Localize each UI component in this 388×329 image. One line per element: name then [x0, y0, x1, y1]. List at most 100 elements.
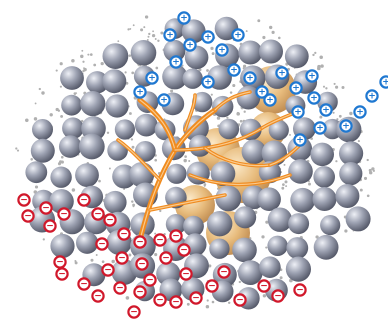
- surface-dot: [335, 85, 339, 89]
- surface-dot: [55, 107, 59, 112]
- surface-dot: [245, 30, 248, 33]
- negative-ion: −: [159, 251, 173, 265]
- metal-atom: [182, 68, 203, 89]
- surface-dot: [239, 119, 243, 123]
- metal-atom: [257, 187, 281, 211]
- metal-atom: [188, 134, 211, 157]
- metal-atom: [290, 187, 316, 213]
- positive-ion: +: [169, 55, 183, 69]
- negative-ion: −: [43, 219, 57, 233]
- negative-ion-glyph: −: [60, 209, 68, 219]
- metal-atom: [267, 235, 288, 256]
- dendrite-highlight: [214, 91, 251, 111]
- surface-dot: [127, 28, 130, 31]
- negative-ion-glyph: −: [172, 297, 180, 307]
- surface-dot: [55, 69, 58, 72]
- negative-ion-ring: [233, 293, 247, 307]
- negative-ion-ring: [169, 295, 183, 309]
- negative-ion: −: [153, 233, 167, 247]
- surface-dot: [211, 300, 215, 304]
- surface-dot: [34, 102, 37, 105]
- negative-ion: −: [95, 237, 109, 251]
- surface-dot: [61, 155, 64, 159]
- negative-ion: −: [135, 257, 149, 271]
- negative-ion-glyph: −: [156, 295, 164, 305]
- surface-dot: [206, 69, 209, 72]
- metal-atom: [209, 238, 230, 259]
- surface-dot: [59, 85, 62, 88]
- positive-ion-ring: [291, 105, 305, 119]
- dendrite-highlight: [139, 99, 176, 151]
- surface-dot: [371, 167, 375, 171]
- surface-dot: [322, 85, 326, 88]
- positive-ion-glyph: +: [266, 95, 274, 105]
- surface-dot: [81, 49, 84, 52]
- surface-dot: [333, 82, 336, 85]
- surface-dot: [128, 54, 132, 57]
- surface-dot: [130, 138, 134, 141]
- positive-ion-ring: [293, 133, 307, 147]
- surface-dot: [106, 131, 110, 134]
- surface-dot: [146, 39, 149, 41]
- surface-dot: [154, 253, 158, 257]
- negative-ion-glyph: −: [146, 275, 154, 285]
- positive-ion-glyph: +: [368, 91, 376, 101]
- surface-dot: [148, 32, 151, 36]
- positive-ion: +: [145, 71, 159, 85]
- surface-dot: [49, 113, 53, 117]
- negative-ion-glyph: −: [162, 253, 170, 263]
- metal-atom: [80, 91, 106, 117]
- negative-ion: −: [57, 207, 71, 221]
- negative-ion-glyph: −: [136, 237, 144, 247]
- positive-ion-ring: [231, 28, 245, 42]
- surface-dot: [269, 25, 273, 30]
- dendrite-highlight: [174, 127, 263, 151]
- positive-ion-ring: [313, 121, 327, 135]
- metal-atom: [76, 231, 99, 254]
- positive-ion-ring: [319, 103, 333, 117]
- surface-dot: [205, 304, 210, 309]
- negative-ion-ring: [43, 219, 57, 233]
- surface-dot: [210, 46, 214, 51]
- metal-atom: [62, 117, 84, 139]
- negative-ion-ring: [153, 293, 167, 307]
- positive-ion: +: [183, 38, 197, 52]
- metal-atom: [25, 161, 48, 184]
- positive-ion-glyph: +: [310, 93, 318, 103]
- negative-ion-glyph: −: [236, 295, 244, 305]
- positive-ion: +: [313, 121, 327, 135]
- metal-atom: [181, 19, 206, 44]
- positive-ion-glyph: +: [166, 30, 174, 40]
- negative-ion: −: [143, 273, 157, 287]
- surface-dot: [227, 301, 231, 305]
- metal-atom: [32, 119, 53, 140]
- surface-dot: [75, 92, 78, 95]
- surface-dot: [265, 246, 268, 249]
- surface-dot: [143, 26, 146, 29]
- positive-ion: +: [305, 69, 319, 83]
- positive-ion: +: [339, 119, 353, 133]
- positive-ion: +: [293, 133, 307, 147]
- surface-dot: [100, 61, 104, 66]
- surface-dot: [211, 52, 215, 56]
- positive-ion-glyph: +: [258, 87, 266, 97]
- positive-ion-glyph: +: [278, 68, 286, 78]
- metal-atom: [335, 184, 360, 208]
- positive-ion-glyph: +: [172, 57, 180, 67]
- surface-dot: [30, 158, 33, 161]
- negative-ion-ring: [189, 291, 203, 305]
- positive-ion: +: [163, 28, 177, 42]
- surface-dot: [285, 185, 288, 188]
- negative-ion-glyph: −: [20, 195, 28, 205]
- surface-dot: [229, 91, 233, 94]
- negative-ion: −: [133, 285, 147, 299]
- positive-ion: +: [275, 66, 289, 80]
- negative-ion-glyph: −: [296, 285, 304, 295]
- negative-ion: −: [115, 251, 129, 265]
- surface-dot: [128, 253, 132, 257]
- surface-dot: [341, 85, 345, 90]
- surface-dot: [242, 64, 247, 68]
- metal-atom: [313, 166, 336, 188]
- positive-ion-glyph: +: [136, 87, 144, 97]
